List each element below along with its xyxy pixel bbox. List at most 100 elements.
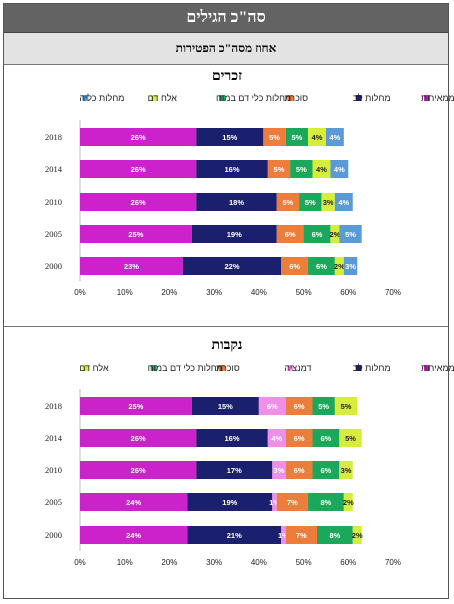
chart-title: נקבות [212, 338, 243, 353]
legend-swatch [219, 365, 225, 371]
bar-segment [339, 225, 362, 243]
bar-segment [330, 225, 340, 243]
figure-frame: סה"כ הגילים אחוז מסה"כ הפטירות [3, 3, 449, 599]
bar-segment [276, 493, 309, 511]
legend-swatch [424, 365, 430, 371]
legend-swatch [355, 365, 362, 371]
x-tick-label: 20% [161, 288, 177, 297]
legend-label: מחלות לב [353, 363, 391, 373]
data-label: 6% [321, 466, 332, 475]
data-label: 8% [329, 531, 340, 540]
bar-segment [334, 257, 344, 275]
panel-divider [4, 326, 448, 327]
legend-label: מחלות כלי דם במוח [216, 93, 291, 103]
subtitle-bar: אחוז מסה"כ הפטירות [4, 33, 448, 65]
data-label: 4% [312, 133, 323, 142]
bar-segment [285, 128, 309, 146]
x-tick-label: 60% [340, 558, 356, 567]
data-label: 21% [227, 531, 242, 540]
data-label: 5% [345, 434, 356, 443]
bar-segment [285, 461, 313, 479]
bar-segment [267, 429, 286, 447]
data-label: 19% [227, 230, 242, 239]
bar-segment [330, 160, 349, 178]
bar-segment [325, 128, 344, 146]
bar-segment [272, 493, 277, 511]
data-label: 3% [341, 466, 352, 475]
bar-segment [196, 461, 273, 479]
bar-segment [312, 461, 340, 479]
x-tick-label: 30% [206, 558, 222, 567]
category-label: 2000 [45, 530, 62, 540]
data-label: 6% [294, 434, 305, 443]
data-label: 26% [131, 466, 146, 475]
data-label: 26% [131, 165, 146, 174]
data-label: 4% [334, 165, 345, 174]
data-label: 1% [278, 531, 289, 540]
x-tick-label: 70% [385, 288, 401, 297]
data-label: 17% [227, 466, 242, 475]
data-label: 6% [316, 262, 327, 271]
x-tick-label: 50% [296, 558, 312, 567]
bar-segment [339, 429, 362, 447]
bar-segment [281, 257, 309, 275]
page-title: סה"כ הגילים [186, 9, 266, 26]
legend-swatch [150, 365, 157, 371]
data-label: 1% [269, 498, 280, 507]
data-label: 6% [294, 466, 305, 475]
bar-segment [276, 193, 300, 211]
category-label: 2005 [45, 497, 62, 507]
data-label: 4% [271, 434, 282, 443]
data-label: 4% [329, 133, 340, 142]
data-label: 5% [318, 402, 329, 411]
bar-segment [312, 397, 335, 415]
category-label: 2014 [45, 164, 63, 174]
data-label: 23% [124, 262, 139, 271]
data-label: 25% [128, 402, 143, 411]
bar-segment [312, 160, 331, 178]
bar-segment [339, 461, 353, 479]
data-label: 6% [312, 230, 323, 239]
data-label: 5% [345, 230, 356, 239]
data-label: 8% [321, 498, 332, 507]
bar-segment [263, 128, 286, 146]
x-tick-label: 30% [206, 288, 222, 297]
category-label: 2018 [45, 401, 62, 411]
bar-segment [316, 526, 353, 544]
legend-swatch [355, 95, 362, 101]
x-tick-label: 60% [340, 288, 356, 297]
legend-label: סוכרת [284, 93, 308, 103]
data-label: 4% [316, 165, 327, 174]
legend-label: אלח דם [79, 363, 109, 373]
data-label: 6% [285, 230, 296, 239]
data-label: 24% [126, 498, 141, 507]
data-label: 6% [294, 402, 305, 411]
bar-segment [343, 493, 353, 511]
bar-segment [196, 193, 277, 211]
category-label: 2010 [45, 197, 62, 207]
data-label: 16% [225, 434, 240, 443]
bar-segment [80, 397, 192, 415]
legend-label: שאתות ממאירות [421, 93, 454, 103]
data-label: 2% [352, 531, 363, 540]
bar-segment [281, 526, 286, 544]
data-label: 5% [341, 402, 352, 411]
x-tick-label: 0% [74, 558, 86, 567]
chart-2: נקבות שאתות ממאירות מחלות לב דמנציה סוכרתמחל… [45, 338, 454, 567]
bar-segment [80, 193, 197, 211]
x-tick-label: 50% [296, 288, 312, 297]
bar-segment [290, 160, 313, 178]
data-label: 4% [338, 198, 349, 207]
data-label: 3% [345, 262, 356, 271]
bar-segment [334, 193, 353, 211]
page-subtitle: אחוז מסה"כ הפטירות [175, 41, 277, 55]
bar-segment [196, 160, 268, 178]
page-title-bar: סה"כ הגילים [4, 4, 448, 33]
bar-segment [191, 225, 277, 243]
legend-swatch [287, 365, 294, 371]
legend-swatch [82, 365, 89, 371]
category-label: 2005 [45, 229, 62, 239]
bar-segment [80, 225, 192, 243]
bar-segment [303, 225, 331, 243]
